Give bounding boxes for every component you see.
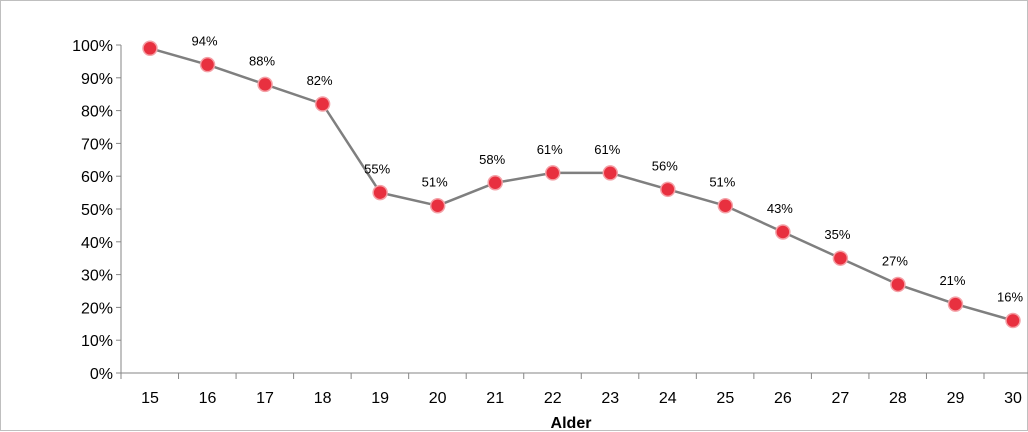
x-axis-title: Alder xyxy=(551,415,592,432)
x-tick-label: 27 xyxy=(832,390,850,407)
data-label: 55% xyxy=(364,162,390,177)
x-tick-label: 25 xyxy=(716,390,734,407)
data-point xyxy=(199,56,216,73)
series xyxy=(142,40,1021,329)
x-tick-label: 20 xyxy=(429,390,447,407)
y-tick-label: 70% xyxy=(81,136,113,153)
data-label: 88% xyxy=(249,53,275,68)
data-point xyxy=(487,175,503,191)
x-tick-label: 30 xyxy=(1004,390,1022,407)
data-label: 56% xyxy=(652,158,678,173)
data-label: 27% xyxy=(882,253,908,268)
data-label: 61% xyxy=(537,142,563,157)
data-point xyxy=(314,96,331,112)
data-point xyxy=(832,250,849,266)
data-labels: 94% 88% 82% 55% 51% 58% 61% 61% 56% 51% 43% 35% 27% 2… xyxy=(192,34,1024,305)
x-tick-label: 28 xyxy=(889,390,907,407)
y-axis: 0% 10% 20% 30% 40% 50% 60% 70% 80% 90% 100% xyxy=(72,38,122,383)
x-tick-label: 22 xyxy=(544,390,562,407)
x-tick-label: 24 xyxy=(659,390,677,407)
x-tick-label: 18 xyxy=(314,390,332,407)
data-point xyxy=(372,184,388,201)
data-label: 94% xyxy=(192,34,218,49)
data-point xyxy=(602,165,619,181)
y-tick-label: 50% xyxy=(81,202,113,219)
x-tick-label: 19 xyxy=(371,390,389,407)
x-tick-label: 23 xyxy=(601,390,619,407)
y-tick-label: 0% xyxy=(90,366,113,383)
data-point xyxy=(947,296,964,312)
data-point xyxy=(717,197,734,214)
x-tick-label: 15 xyxy=(141,390,159,407)
data-label: 51% xyxy=(422,175,448,190)
y-tick-label: 90% xyxy=(81,71,113,88)
x-tick-label: 17 xyxy=(256,390,274,407)
data-point xyxy=(257,76,273,93)
data-point xyxy=(1005,312,1021,329)
data-label: 51% xyxy=(709,175,735,190)
y-tick-label: 30% xyxy=(81,268,113,285)
data-label: 21% xyxy=(939,273,965,288)
data-point xyxy=(660,181,676,198)
data-point xyxy=(775,224,791,240)
x-tick-label: 16 xyxy=(199,390,217,407)
series-line xyxy=(149,47,1014,322)
y-tick-label: 80% xyxy=(81,104,113,121)
data-label: 82% xyxy=(307,73,333,88)
y-tick-label: 100% xyxy=(72,38,113,55)
y-tick-label: 60% xyxy=(81,169,113,186)
y-tick-label: 20% xyxy=(81,300,113,317)
y-tick-label: 10% xyxy=(81,333,113,350)
x-tick-label: 21 xyxy=(486,390,504,407)
x-axis: 15 16 17 18 19 20 21 22 23 24 25 26 27 28 29 30 xyxy=(120,372,1028,407)
x-tick-label: 26 xyxy=(774,390,792,407)
data-label: 61% xyxy=(594,142,620,157)
data-label: 35% xyxy=(824,227,850,242)
x-tick-label: 29 xyxy=(947,390,965,407)
y-tick-label: 40% xyxy=(81,235,113,252)
data-point xyxy=(890,276,906,293)
data-point xyxy=(142,40,158,57)
data-point xyxy=(544,165,561,181)
data-point xyxy=(429,197,446,214)
data-label: 43% xyxy=(767,201,793,216)
data-label: 58% xyxy=(479,152,505,167)
data-label: 16% xyxy=(997,290,1023,305)
